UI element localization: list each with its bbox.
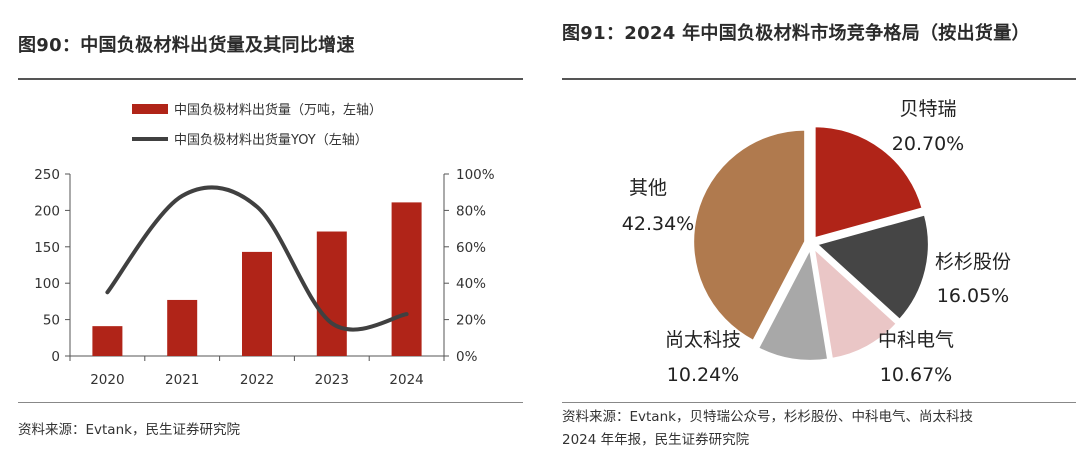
legend-bar-swatch	[132, 104, 168, 114]
y2-tick-label: 60%	[456, 240, 486, 256]
left-figure: 图90：中国负极材料出货量及其同比增速 中国负极材料出货量（万吨，左轴） 中国负极…	[18, 35, 523, 438]
pie-label-name-4: 尚太科技	[665, 329, 741, 351]
pie-label-name-3: 中科电气	[878, 329, 954, 351]
bar-2024	[391, 202, 422, 356]
y-tick-label: 250	[34, 167, 60, 183]
pie-slice-2	[814, 213, 930, 322]
x-tick-label: 2023	[315, 372, 349, 388]
pie-slice-5	[692, 128, 807, 343]
pie-label-name-2: 杉杉股份	[935, 251, 1011, 273]
pie-label-value-4: 10.24%	[667, 364, 739, 386]
x-tick-label: 2020	[90, 372, 124, 388]
y-tick-label: 50	[43, 313, 60, 329]
left-title-rule	[18, 78, 523, 80]
legend-line-label: 中国负极材料出货量YOY（左轴）	[174, 132, 368, 148]
legend-bar-label: 中国负极材料出货量（万吨，左轴）	[174, 102, 382, 118]
pie-label-name-1: 贝特瑞	[899, 98, 956, 120]
left-source-note: 资料来源：Evtank，民生证券研究院	[18, 422, 240, 438]
bar-2021	[167, 299, 198, 356]
right-source-line-2: 2024 年年报，民生证券研究院	[562, 432, 750, 448]
y2-tick-label: 20%	[456, 313, 486, 329]
right-source-rule	[562, 402, 1076, 403]
pie-label-value-3: 10.67%	[880, 364, 952, 386]
left-figure-title: 图90：中国负极材料出货量及其同比增速	[18, 35, 355, 56]
left-source-rule	[18, 402, 523, 403]
pie-label-value-5: 42.34%	[622, 213, 694, 235]
y2-tick-label: 0%	[456, 349, 478, 365]
y-tick-label: 150	[34, 240, 60, 256]
y-tick-label: 100	[34, 276, 60, 292]
pie-slice-1	[813, 125, 924, 240]
y2-tick-label: 100%	[456, 167, 495, 183]
right-figure: 图91：2024 年中国负极材料市场竞争格局（按出货量） 贝特瑞 20.70% 杉杉…	[548, 0, 1080, 454]
y-tick-label: 0	[51, 349, 60, 365]
pie-slice-3	[812, 245, 899, 360]
pie-slice-4	[756, 245, 830, 362]
x-tick-label: 2024	[389, 372, 423, 388]
bar-2023	[316, 231, 347, 356]
y2-tick-label: 40%	[456, 276, 486, 292]
right-figure-title: 图91：2024 年中国负极材料市场竞争格局（按出货量）	[562, 23, 1030, 44]
bar-2020	[92, 326, 123, 356]
bar-2022	[242, 251, 272, 356]
pie-label-value-1: 20.70%	[892, 133, 964, 155]
pie-label-name-5: 其他	[629, 177, 667, 199]
pie-label-value-2: 16.05%	[937, 285, 1009, 307]
y-tick-label: 200	[34, 203, 60, 219]
y2-tick-label: 80%	[456, 203, 486, 219]
x-tick-label: 2021	[165, 372, 199, 388]
right-title-rule	[562, 78, 1076, 80]
x-tick-label: 2022	[240, 372, 274, 388]
right-source-line-1: 资料来源：Evtank，贝特瑞公众号，杉杉股份、中科电气、尚太科技	[562, 409, 973, 425]
pie-chart: 贝特瑞 20.70% 杉杉股份 16.05% 中科电气 10.67% 尚太科技 10.24% 其…	[622, 98, 1011, 386]
bar-line-chart: 中国负极材料出货量（万吨，左轴） 中国负极材料出货量YOY（左轴） 0 50 100 15…	[34, 102, 495, 388]
